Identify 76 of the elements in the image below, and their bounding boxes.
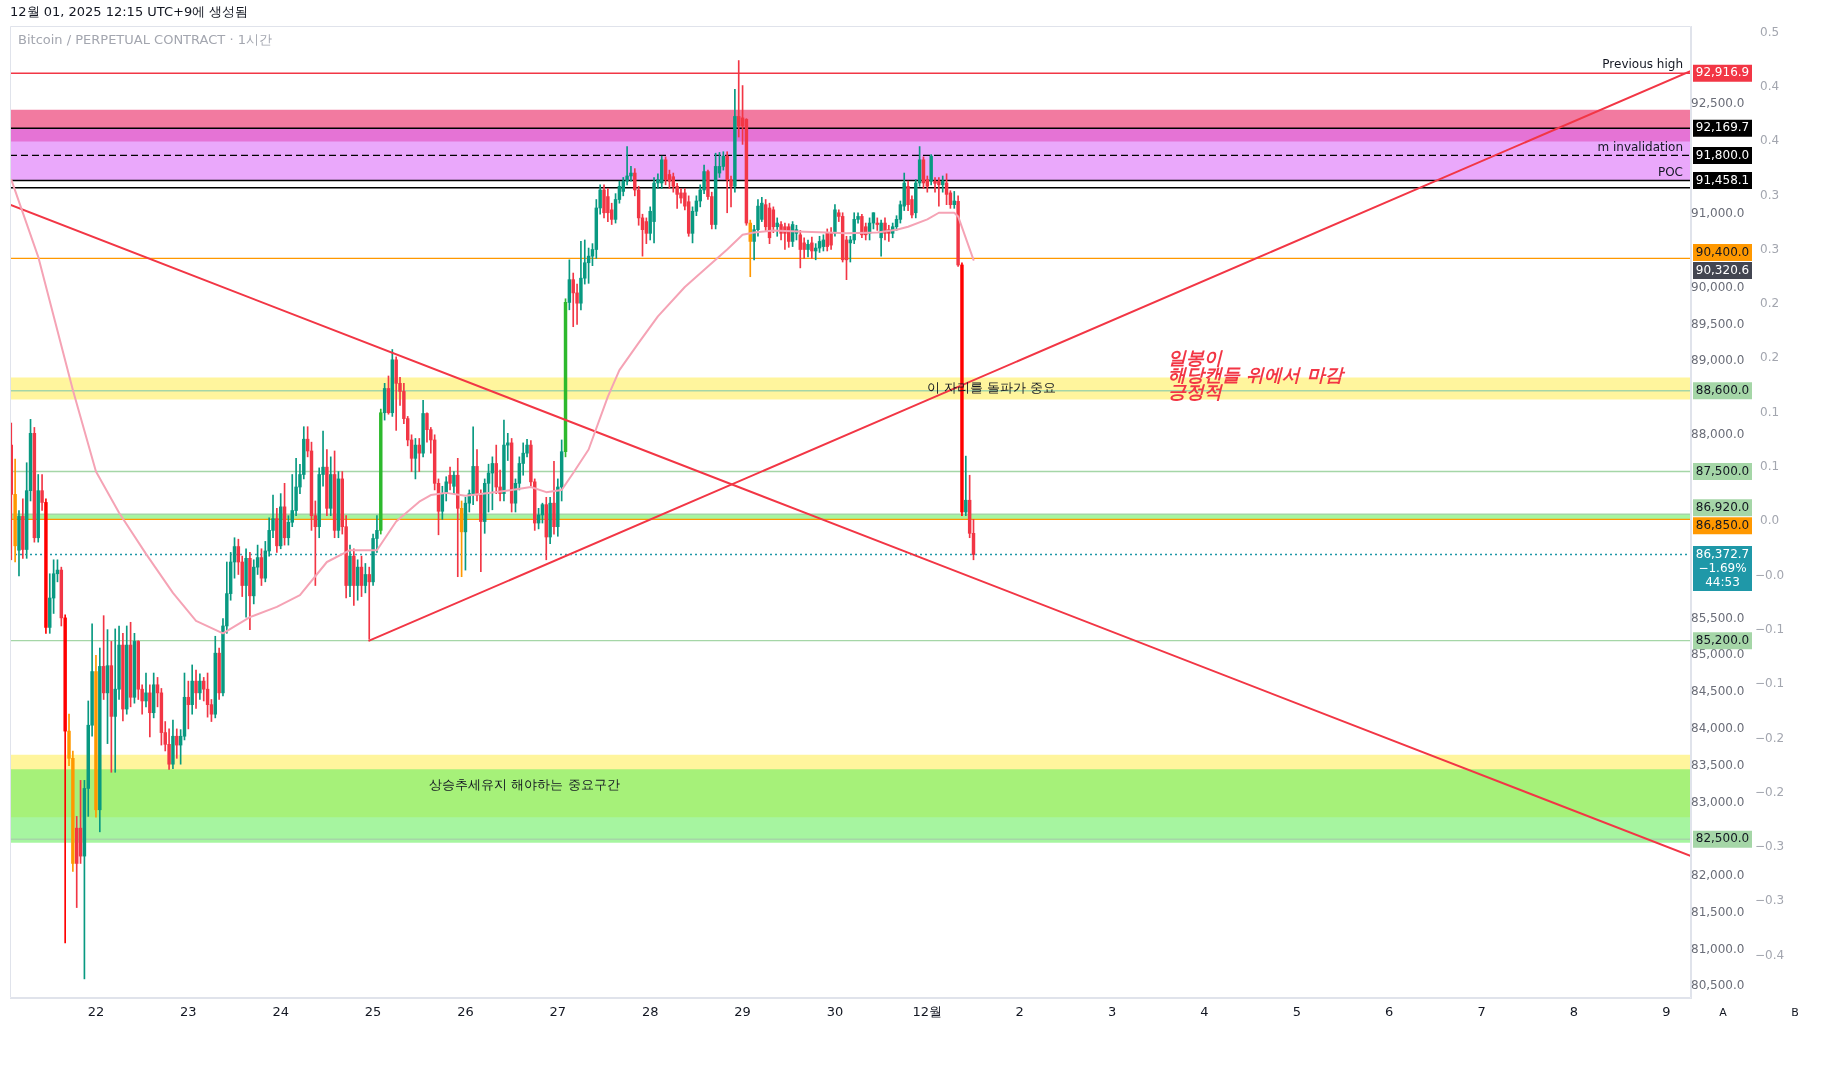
y2-tick-label: −0.2 xyxy=(1755,784,1785,799)
x-tick-label: 6 xyxy=(1385,1004,1394,1020)
y-tick-label: 83,000.0 xyxy=(1691,794,1745,809)
ref-line-label: 85,200.0 xyxy=(1695,632,1750,647)
y2-tick-label: 0.4 xyxy=(1760,133,1780,148)
y2-tick-label: −0.2 xyxy=(1755,730,1785,745)
x-tick-label: 4 xyxy=(1200,1004,1209,1020)
y2-tick-label: 0.3 xyxy=(1760,241,1780,256)
text: 44:53 xyxy=(1705,574,1740,589)
text: Bitcoin / PERPETUAL CONTRACT · 1시간 xyxy=(18,32,272,48)
x-tick-label: 29 xyxy=(734,1004,751,1020)
annotation: m invalidation xyxy=(1597,139,1683,154)
annotation: Previous high xyxy=(1602,57,1683,72)
ref-line-label: 86,920.0 xyxy=(1695,499,1750,514)
band-label: 상승추세유지 해야하는 중요구간 xyxy=(429,777,620,793)
ref-line-label: 86,372.7 xyxy=(1695,546,1750,561)
y2-tick-label: −0.0 xyxy=(1755,567,1785,582)
y2-tick-label: 0.2 xyxy=(1760,350,1780,365)
text: B xyxy=(1791,1005,1799,1019)
x-tick-label: 23 xyxy=(180,1004,197,1020)
x-tick-label: 2 xyxy=(1015,1004,1024,1020)
ref-line-label: 82,500.0 xyxy=(1695,831,1750,846)
y2-tick-label: 0.2 xyxy=(1760,296,1780,311)
ref-line-label: 92,916.9 xyxy=(1695,65,1750,80)
ref-line-label: 87,500.0 xyxy=(1695,463,1750,478)
ref-line-label: 86,850.0 xyxy=(1695,517,1750,532)
y2-tick-label: −0.3 xyxy=(1755,893,1785,908)
y2-tick-label: −0.1 xyxy=(1755,676,1785,691)
text: A xyxy=(1719,1005,1728,1019)
y-tick-label: 84,500.0 xyxy=(1691,684,1745,699)
x-tick-label: 8 xyxy=(1569,1004,1579,1020)
ref-line-label: 88,600.0 xyxy=(1695,382,1750,397)
ref-line-label: 91,458.1 xyxy=(1695,172,1750,187)
y-tick-label: 88,000.0 xyxy=(1691,426,1745,441)
text: −1.69% xyxy=(1698,560,1747,575)
annotation: POC xyxy=(1657,164,1683,179)
y2-tick-label: −0.1 xyxy=(1755,621,1785,636)
y2-tick-label: 0.1 xyxy=(1760,404,1780,419)
y2-tick-label: −0.3 xyxy=(1755,839,1785,854)
y-tick-label: 91,000.0 xyxy=(1691,206,1745,221)
ref-line-label: 92,169.7 xyxy=(1695,120,1750,135)
y-tick-label: 80,500.0 xyxy=(1691,978,1745,993)
text: 90,320.6 xyxy=(1695,262,1750,277)
y2-tick-label: 0.5 xyxy=(1760,24,1780,39)
x-tick-label: 30 xyxy=(826,1004,844,1020)
x-tick-label: 3 xyxy=(1107,1004,1117,1020)
x-tick-label: 22 xyxy=(87,1004,105,1020)
x-tick-label: 25 xyxy=(364,1004,382,1020)
y2-tick-label: 0.1 xyxy=(1760,459,1780,474)
y-tick-label: 82,000.0 xyxy=(1691,868,1745,883)
y-tick-label: 92,500.0 xyxy=(1691,96,1745,111)
y-tick-label: 81,000.0 xyxy=(1691,941,1745,956)
y-tick-label: 89,500.0 xyxy=(1691,316,1745,331)
y2-tick-label: 0.0 xyxy=(1760,513,1780,528)
annotation: 일봉이 해당캔들 위에서 마감 긍정적 xyxy=(1168,347,1346,403)
y-tick-label: 81,500.0 xyxy=(1691,904,1745,919)
y2-tick-label: 0.4 xyxy=(1760,78,1780,93)
ref-line-label: 91,800.0 xyxy=(1695,147,1750,162)
y-tick-label: 85,000.0 xyxy=(1691,647,1745,662)
x-tick-label: 28 xyxy=(641,1004,659,1020)
x-tick-label: 24 xyxy=(272,1004,289,1020)
ref-line-label: 90,400.0 xyxy=(1695,244,1750,259)
x-tick-label: 5 xyxy=(1292,1004,1301,1020)
x-tick-label: 27 xyxy=(549,1004,567,1020)
y-tick-label: 83,500.0 xyxy=(1691,757,1745,772)
x-tick-label: 7 xyxy=(1477,1004,1486,1020)
x-tick-label: 26 xyxy=(457,1004,474,1020)
y-tick-label: 90,000.0 xyxy=(1691,279,1745,294)
x-tick-label: 9 xyxy=(1662,1004,1671,1020)
y-tick-label: 85,500.0 xyxy=(1691,610,1745,625)
chart-subtitle: 12월 01, 2025 12:15 UTC+9에 생성됨 xyxy=(10,4,249,20)
y-tick-label: 89,000.0 xyxy=(1691,353,1745,368)
x-tick-label: 12월 xyxy=(912,1004,943,1020)
y2-tick-label: −0.4 xyxy=(1755,947,1785,962)
y2-tick-label: 0.3 xyxy=(1760,187,1780,202)
y-tick-label: 84,000.0 xyxy=(1691,721,1745,736)
